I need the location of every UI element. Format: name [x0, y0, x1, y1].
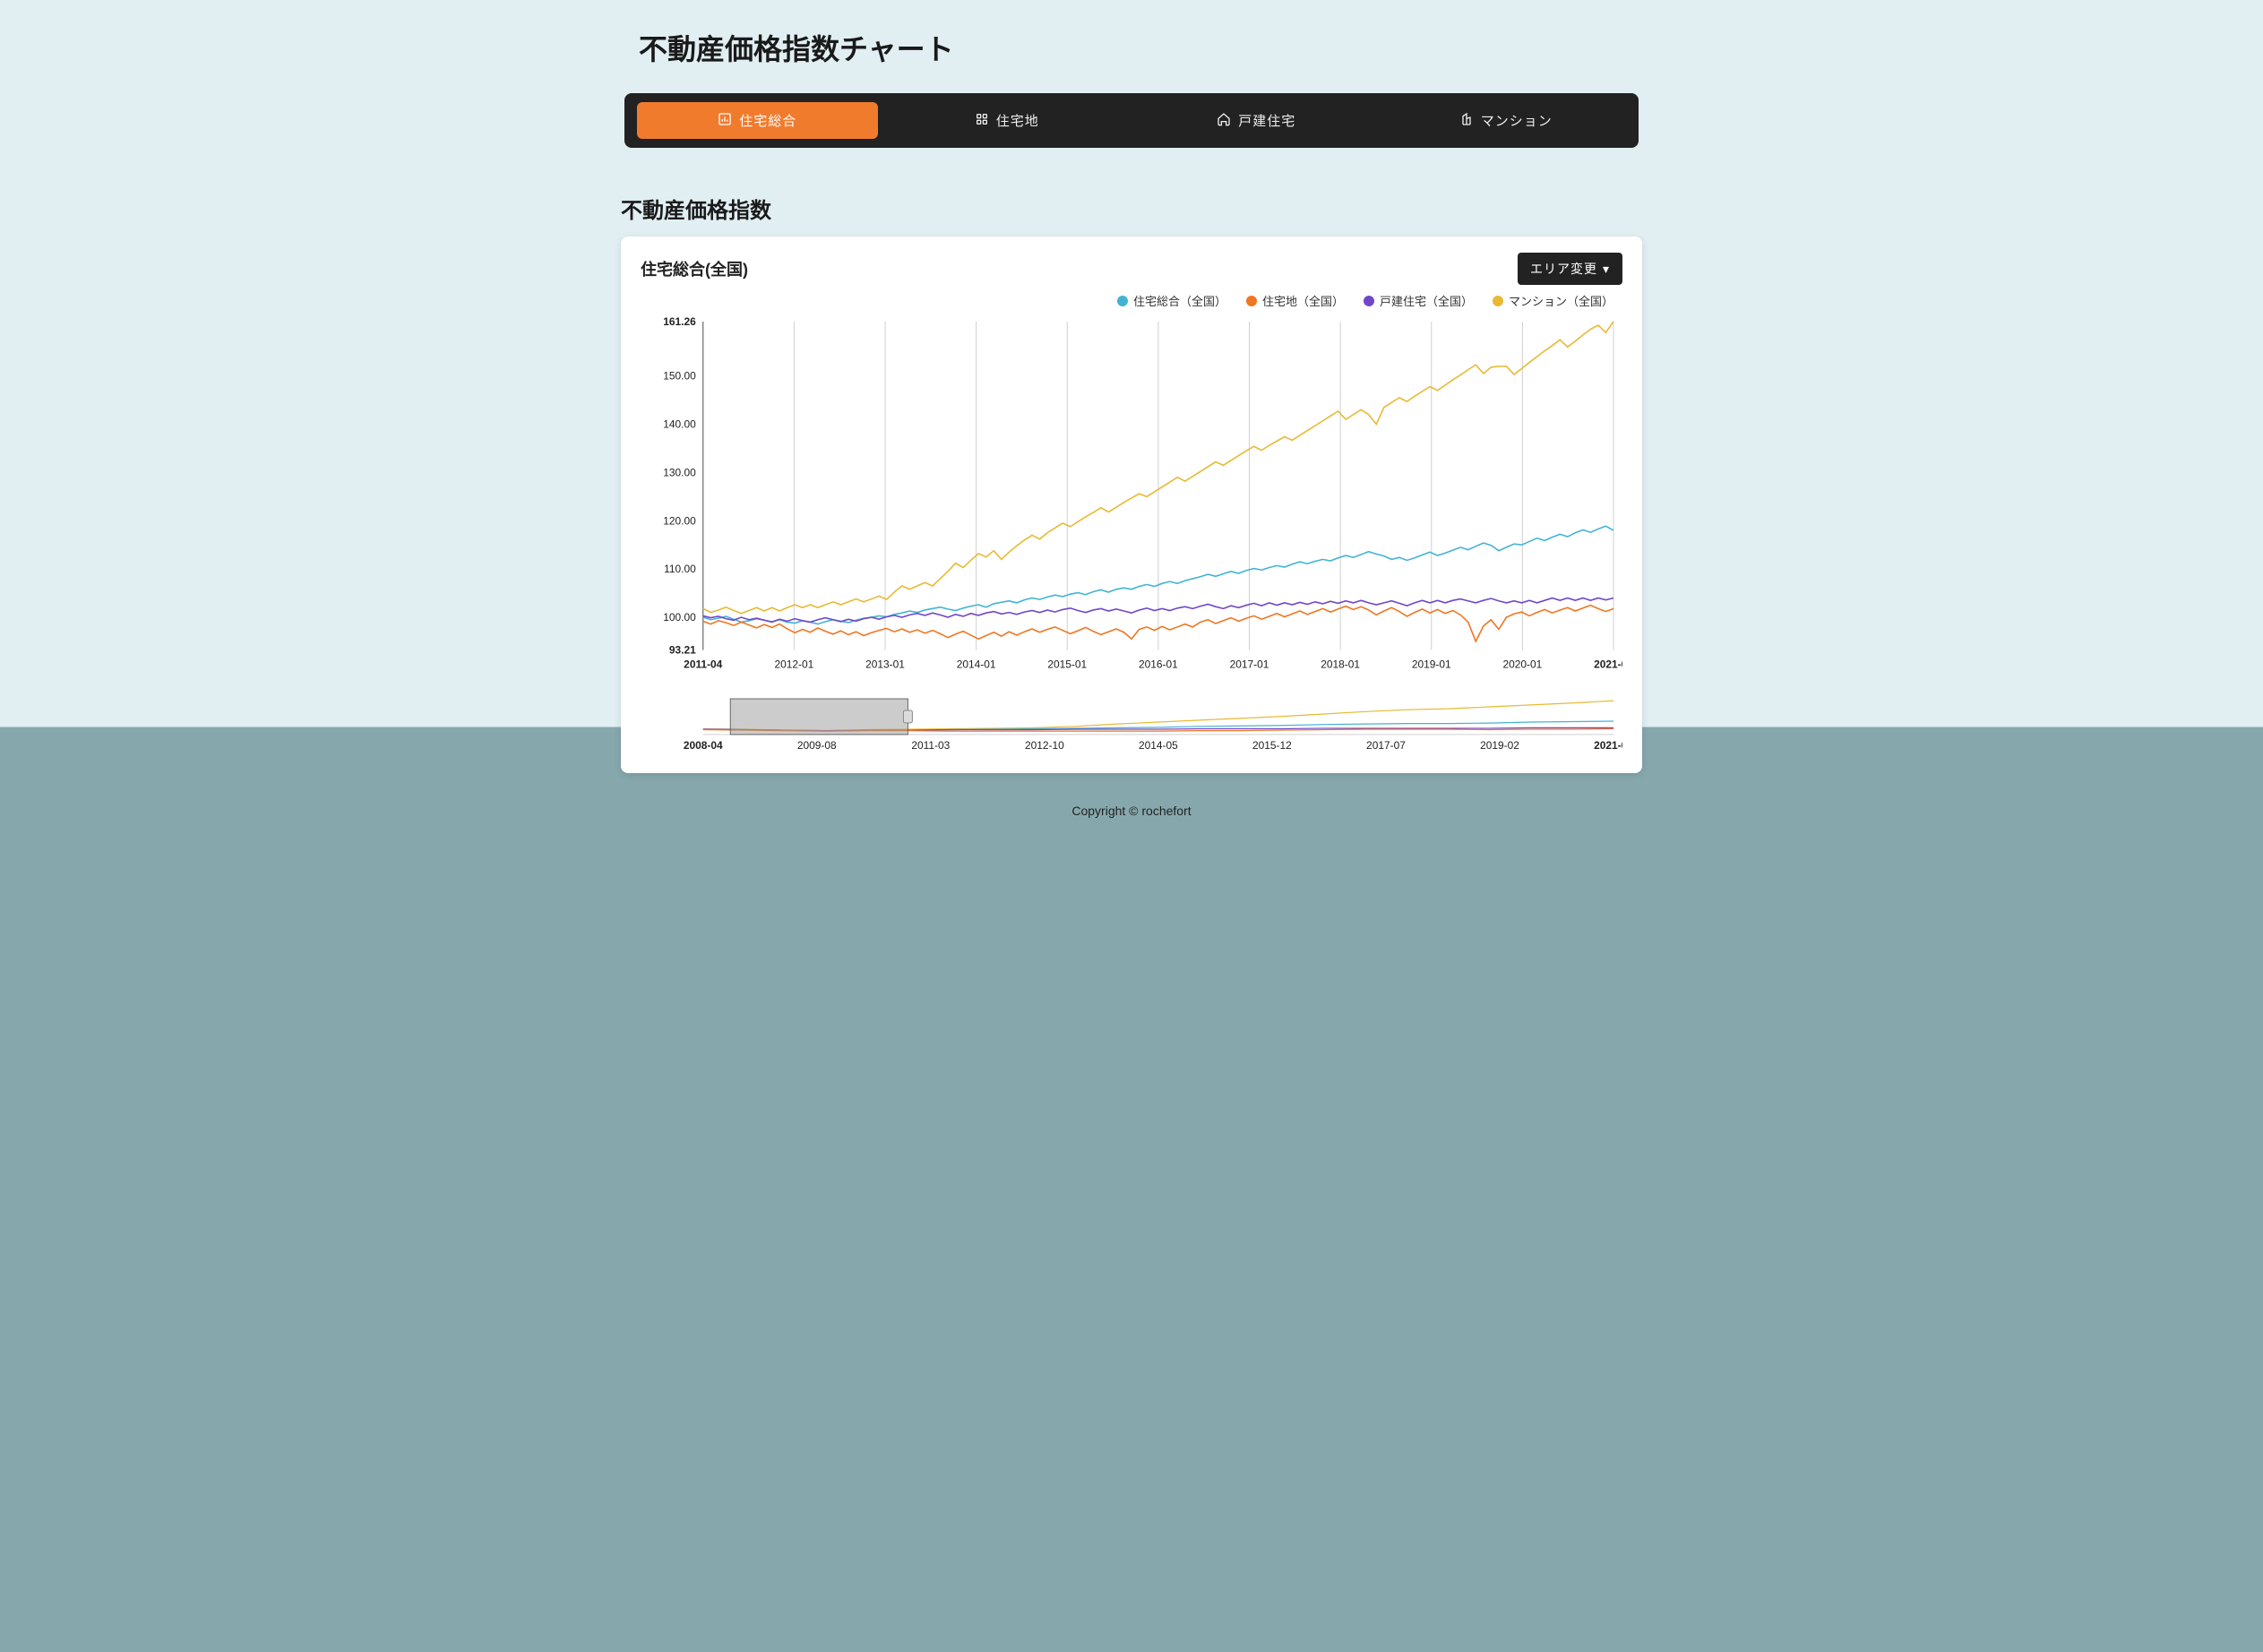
svg-text:2012-10: 2012-10: [1025, 738, 1064, 750]
svg-text:150.00: 150.00: [663, 370, 696, 383]
svg-text:120.00: 120.00: [663, 514, 696, 527]
legend-item[interactable]: 戸建住宅（全国）: [1364, 292, 1473, 309]
svg-text:2014-05: 2014-05: [1139, 738, 1178, 750]
brush-chart[interactable]: 2008-04 2009-08 2011-03 2012-10 2014-05 2015-…: [641, 697, 1622, 751]
legend-dot-icon: [1246, 296, 1257, 306]
legend: 住宅総合（全国） 住宅地（全国） 戸建住宅（全国） マンション（全国）: [641, 292, 1613, 309]
legend-label: 戸建住宅（全国）: [1380, 292, 1473, 309]
card-title: 住宅総合(全国): [641, 257, 748, 280]
legend-dot-icon: [1364, 296, 1374, 306]
svg-text:2019-01: 2019-01: [1412, 658, 1451, 671]
legend-item[interactable]: 住宅総合（全国）: [1117, 292, 1226, 309]
caret-down-icon: ▾: [1603, 262, 1610, 277]
tab-detached[interactable]: 戸建住宅: [1136, 102, 1377, 139]
svg-text:2021-04: 2021-04: [1594, 738, 1622, 750]
tab-label: 住宅総合: [739, 111, 796, 130]
svg-text:140.00: 140.00: [663, 418, 696, 431]
chart-card: 住宅総合(全国) エリア変更 ▾ 住宅総合（全国） 住宅地（全国） 戸建住宅（全国）…: [621, 237, 1642, 773]
svg-text:2017-07: 2017-07: [1366, 738, 1406, 750]
svg-text:2019-02: 2019-02: [1480, 738, 1519, 750]
area-change-label: エリア変更: [1530, 260, 1597, 278]
svg-text:2009-08: 2009-08: [797, 738, 837, 750]
bar-chart-icon: [718, 112, 732, 130]
tab-land[interactable]: 住宅地: [887, 102, 1128, 139]
area-change-button[interactable]: エリア変更 ▾: [1518, 253, 1622, 285]
svg-text:2014-01: 2014-01: [957, 658, 996, 671]
legend-label: 住宅総合（全国）: [1133, 292, 1226, 309]
tab-label: 戸建住宅: [1238, 111, 1295, 130]
svg-text:2011-03: 2011-03: [911, 738, 950, 750]
legend-label: 住宅地（全国）: [1262, 292, 1344, 309]
page-title: 不動産価格指数チャート: [621, 0, 1642, 93]
svg-text:2013-01: 2013-01: [865, 658, 905, 671]
section-title: 不動産価格指数: [621, 193, 1642, 224]
legend-item[interactable]: マンション（全国）: [1493, 292, 1613, 309]
legend-dot-icon: [1493, 296, 1503, 306]
svg-text:130.00: 130.00: [663, 466, 696, 478]
svg-text:110.00: 110.00: [664, 563, 696, 575]
legend-dot-icon: [1117, 296, 1128, 306]
grid-icon: [975, 112, 989, 130]
home-icon: [1217, 112, 1231, 130]
svg-text:2017-01: 2017-01: [1230, 658, 1269, 671]
footer-copyright: Copyright © rochefort: [621, 804, 1642, 818]
main-chart: 2011-04 2012-01 2013-01 2014-01 2015-01 2016-…: [641, 314, 1622, 672]
legend-item[interactable]: 住宅地（全国）: [1246, 292, 1344, 309]
svg-text:2015-01: 2015-01: [1047, 658, 1087, 671]
svg-text:2020-01: 2020-01: [1502, 658, 1542, 671]
tab-label: 住宅地: [996, 111, 1039, 130]
svg-text:2015-12: 2015-12: [1252, 738, 1292, 750]
tabs-bar: 住宅総合 住宅地 戸建住宅 マンション: [624, 93, 1639, 148]
building-icon: [1459, 112, 1474, 130]
svg-text:2011-04: 2011-04: [684, 658, 723, 671]
svg-text:100.00: 100.00: [663, 611, 696, 624]
svg-text:161.26: 161.26: [663, 315, 696, 328]
svg-text:93.21: 93.21: [669, 644, 696, 657]
svg-text:2008-04: 2008-04: [684, 738, 723, 750]
svg-text:2012-01: 2012-01: [774, 658, 813, 671]
tab-label: マンション: [1481, 111, 1553, 130]
svg-text:2018-01: 2018-01: [1321, 658, 1360, 671]
legend-label: マンション（全国）: [1509, 292, 1613, 309]
svg-text:2021-04: 2021-04: [1594, 658, 1622, 671]
tab-overall[interactable]: 住宅総合: [637, 102, 878, 139]
tab-condo[interactable]: マンション: [1386, 102, 1627, 139]
svg-text:2016-01: 2016-01: [1139, 658, 1178, 671]
